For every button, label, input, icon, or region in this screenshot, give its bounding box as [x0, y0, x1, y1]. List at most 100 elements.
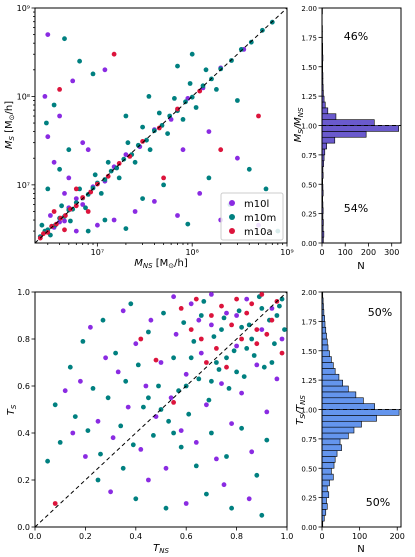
scatter-point-m10l	[108, 489, 113, 495]
scatter-point-m10m	[128, 301, 134, 307]
histogram-bar	[321, 113, 337, 120]
histogram-bar	[321, 391, 357, 399]
x-tick-label: 1.0	[281, 532, 294, 541]
scatter-point-m10a	[175, 106, 180, 112]
histogram-bar	[321, 420, 362, 428]
scatter-point-m10m	[272, 341, 277, 347]
scatter-point-m10l	[125, 404, 131, 410]
scatter-point-m10m	[146, 395, 151, 401]
scatter-point-m10a	[95, 181, 100, 187]
scatter-point-m10m	[172, 96, 177, 101]
scatter-point-m10m	[45, 458, 50, 464]
scatter-point-m10l	[146, 477, 151, 483]
scatter-point-m10m	[62, 36, 67, 42]
scatter-point-m10m	[198, 313, 204, 318]
scatter-point-m10l	[279, 336, 285, 342]
y-tick-label: 0.4	[17, 429, 30, 438]
histogram-bar	[321, 456, 336, 463]
scatter-point-m10m	[105, 159, 111, 165]
x-tick-label: 300	[384, 248, 399, 257]
scatter-point-m10l	[123, 152, 129, 158]
scatter-point-m10m	[239, 324, 245, 330]
x-tick-label: 0.0	[29, 532, 42, 541]
scatter-point-m10a	[58, 215, 63, 221]
scatter-point-m10a	[68, 206, 73, 212]
scatter-point-m10m	[246, 166, 252, 172]
scatter-point-m10m	[206, 175, 212, 181]
scatter-point-m10m	[123, 226, 129, 232]
scatter-point-m10m	[229, 58, 234, 63]
scatter-point-m10l	[259, 327, 265, 332]
scatter-point-m10m	[165, 131, 171, 137]
scatter-point-m10l	[88, 324, 93, 330]
histogram-bar	[321, 462, 335, 469]
histogram-bar	[321, 326, 327, 334]
scatter-point-m10m	[146, 329, 151, 335]
histogram-bar	[321, 450, 338, 457]
histogram-bar	[321, 385, 349, 393]
scatter-point-m10a	[198, 336, 204, 342]
scatter-point-m10m	[191, 339, 197, 344]
bottom-scatter-y-ticks: 0.0 0.2 0.4 0.6 0.8 1.0	[17, 288, 35, 532]
y-tick-label: 10⁸	[17, 92, 30, 101]
top-histogram-y-ticks: 0.00 0.25 0.50 0.75 1.00 1.25 1.50 1.75 2.00	[301, 5, 322, 248]
scatter-point-m10m	[219, 327, 224, 332]
scatter-point-m10m	[45, 186, 51, 192]
histogram-bar	[321, 338, 328, 346]
scatter-point-m10m	[224, 454, 229, 459]
scatter-point-m10a	[219, 303, 224, 309]
scatter-point-m10a	[88, 189, 94, 195]
scatter-point-m10l	[183, 371, 189, 377]
scatter-point-m10a	[197, 88, 203, 94]
scatter-point-m10l	[152, 199, 157, 204]
scatter-point-m10m	[135, 362, 141, 368]
scatter-point-m10m	[140, 124, 146, 130]
top-histogram-x-ticks: 0 100 200 300	[319, 243, 399, 257]
scatter-point-m10l	[102, 67, 108, 73]
scatter-point-m10m	[209, 378, 214, 384]
scatter-point-m10m	[229, 505, 235, 511]
identity-line	[35, 8, 287, 243]
top-scatter-panel: 10⁷ 10⁸ 10⁹ 10⁷ 10⁸ 10⁹ MNS [M⊙/h] MS [M⊙/h]…	[4, 4, 294, 270]
scatter-point-m10l	[103, 355, 108, 361]
scatter-point-m10l	[183, 501, 189, 506]
scatter-point-m10m	[183, 99, 188, 105]
histogram-bar	[321, 485, 328, 493]
scatter-point-m10l	[244, 296, 250, 302]
scatter-point-m10m	[263, 186, 269, 192]
scatter-point-m10a	[193, 296, 199, 302]
histogram-bar	[321, 125, 399, 132]
scatter-point-m10m	[231, 348, 237, 354]
scatter-point-m10a	[249, 301, 255, 307]
x-tick-label: 10⁹	[280, 248, 293, 257]
scatter-point-m10m	[118, 423, 124, 429]
scatter-point-m10l	[80, 140, 86, 146]
scatter-point-m10l	[83, 454, 88, 459]
bottom-scatter-ylabel: TS	[6, 404, 18, 415]
scatter-point-m10l	[62, 191, 67, 196]
scatter-point-m10l	[234, 343, 240, 349]
bottom-scatter-x-ticks: 0.0 0.2 0.4 0.6 0.8 1.0	[29, 527, 294, 541]
scatter-point-m10m	[235, 98, 240, 103]
scatter-point-m10l	[153, 414, 159, 419]
top-histogram-annotation-lower: 54%	[344, 202, 368, 215]
scatter-point-m10m	[226, 386, 232, 391]
x-tick-label: 0.4	[129, 532, 142, 541]
bottom-histogram-annotation-lower: 50%	[366, 496, 390, 509]
scatter-point-m10m	[141, 404, 146, 410]
scatter-point-m10m	[66, 147, 72, 153]
scatter-point-m10a	[279, 350, 285, 356]
scatter-point-m10m	[189, 51, 195, 57]
histogram-bar	[321, 142, 327, 150]
scatter-point-m10m	[98, 191, 104, 196]
top-scatter-legend: m10l m10m m10a	[220, 192, 284, 241]
top-scatter-frame	[34, 7, 288, 244]
histogram-bar	[321, 509, 327, 516]
scatter-point-m10m	[52, 402, 58, 408]
scatter-point-m10m	[203, 67, 209, 73]
histogram-bar	[321, 438, 341, 446]
scatter-point-m10m	[236, 308, 242, 314]
scatter-point-m10m	[90, 386, 96, 391]
scatter-point-m10l	[171, 294, 177, 300]
scatter-point-m10m	[209, 430, 214, 436]
